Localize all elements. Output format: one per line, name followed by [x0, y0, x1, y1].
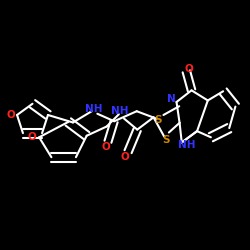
Text: S: S — [154, 115, 162, 125]
Text: O: O — [6, 110, 15, 120]
Text: N: N — [167, 94, 176, 104]
Text: O: O — [185, 64, 194, 74]
Text: O: O — [27, 132, 36, 142]
Text: O: O — [121, 152, 130, 162]
Text: NH: NH — [85, 104, 102, 114]
Text: NH: NH — [178, 140, 196, 150]
Text: S: S — [162, 136, 169, 145]
Text: O: O — [101, 142, 110, 152]
Text: NH: NH — [111, 106, 129, 116]
